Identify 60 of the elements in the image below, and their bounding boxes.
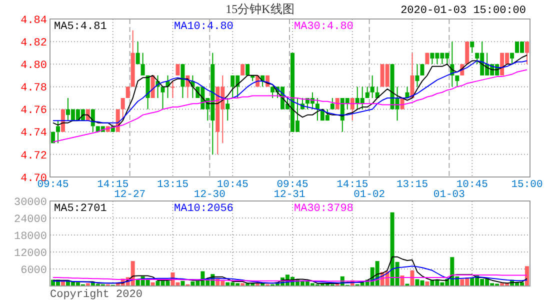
x-tick-label: 09:45	[37, 179, 69, 191]
candlestick	[350, 98, 354, 122]
annotation: 01-02	[354, 189, 386, 201]
bar	[525, 266, 529, 286]
x-tick-label: 15:00	[511, 179, 543, 191]
candlestick	[176, 64, 180, 76]
chart-title: 15分钟K线图	[226, 2, 294, 16]
candlestick	[120, 98, 125, 122]
candlestick	[370, 74, 374, 98]
candlestick	[170, 80, 175, 98]
y-tick-label: 4.80	[20, 60, 47, 72]
text: MA30:4.80	[294, 21, 354, 33]
x-tick-label: 14:15	[97, 179, 129, 191]
line-series	[52, 274, 528, 282]
chart-subtitle: 2020-01-03 15:00:00	[400, 5, 526, 17]
text: MA5:4.81	[54, 21, 108, 33]
y-tick-label: 24000	[14, 214, 47, 226]
candlestick	[160, 86, 165, 110]
annotation: 12-27	[114, 189, 146, 201]
candlestick	[240, 64, 245, 76]
y-tick-label: 4.76	[20, 105, 47, 118]
candlestick	[180, 64, 185, 98]
x-tick-label: 14:15	[336, 179, 368, 191]
y-tick-label: 6000	[20, 264, 47, 277]
text: MA5:2701	[54, 203, 108, 215]
candlestick	[415, 64, 420, 88]
candlestick	[410, 52, 414, 98]
text: MA10:2056	[174, 203, 234, 215]
annotation: 12-31	[274, 189, 306, 201]
candlestick	[470, 41, 474, 54]
candlestick	[136, 41, 140, 65]
text: MA10:4.80	[174, 21, 234, 33]
candlestick	[56, 120, 60, 144]
candlestick	[420, 64, 424, 76]
y-tick-label: 4.74	[20, 128, 48, 140]
x-tick-label: 13:15	[396, 179, 428, 191]
y-tick-label: 12000	[14, 248, 47, 260]
x-tick-label: 09:45	[276, 179, 308, 191]
x-tick-label: 10:45	[456, 179, 488, 191]
annotation: 12-30	[194, 189, 226, 201]
y-tick-label: 30000	[14, 196, 47, 209]
y-tick-label: 4.82	[20, 37, 47, 50]
candlestick	[315, 98, 320, 122]
candlestick	[465, 41, 470, 65]
text: MA30:3798	[294, 203, 354, 215]
x-tick-label: 13:15	[156, 179, 188, 191]
line-series	[52, 69, 528, 143]
x-tick-label: 10:45	[216, 179, 248, 191]
annotation: 01-03	[433, 189, 465, 201]
candlestick	[525, 41, 529, 65]
bar	[410, 270, 414, 286]
text: Copyright 2020	[50, 289, 142, 300]
y-tick-label: 4.84	[20, 14, 48, 27]
candlestick	[226, 98, 230, 122]
line-series	[52, 266, 528, 284]
y-tick-label: 4.78	[20, 82, 47, 95]
candlestick	[140, 52, 145, 76]
candlestick	[330, 98, 334, 110]
y-tick-label: 18000	[14, 230, 47, 243]
y-tick-label: 4.72	[20, 150, 47, 162]
